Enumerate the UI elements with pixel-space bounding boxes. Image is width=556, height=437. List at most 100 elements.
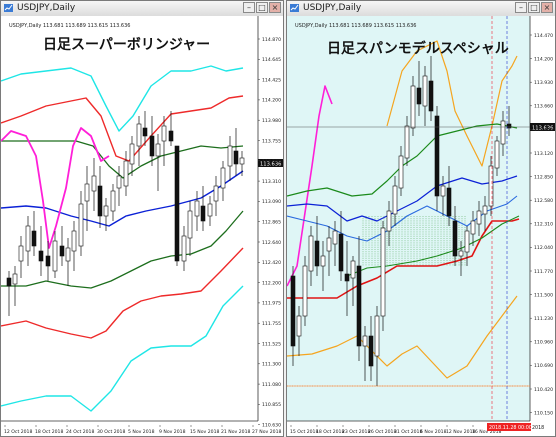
- date-tick-label: 23 Oct 2018: [342, 429, 370, 435]
- candlestick: [404, 116, 410, 166]
- price-tick-label: 113.980: [262, 118, 281, 124]
- candlestick: [239, 151, 245, 176]
- price-tick-label: 113.755: [262, 138, 281, 144]
- candlestick: [422, 66, 428, 126]
- candlestick: [500, 111, 506, 156]
- price-tick-label: 112.580: [534, 198, 553, 204]
- candlestick: [320, 241, 326, 291]
- candlestick: [6, 271, 12, 316]
- maximize-button[interactable]: □: [528, 2, 540, 13]
- candlestick: [290, 266, 296, 366]
- candlestick: [428, 56, 434, 121]
- price-tick-label: 114.200: [262, 98, 281, 104]
- right-ohlc-readout: 113.681 113.689 113.615 113.636: [329, 23, 416, 29]
- candlestick: [476, 201, 482, 236]
- candlestick: [45, 241, 51, 281]
- candlestick: [482, 196, 488, 231]
- date-tick-label: 9 Nov 2018: [159, 429, 186, 435]
- left-symbol-label: USDJPY,Daily: [9, 23, 41, 29]
- plus-1sigma-line: [1, 140, 244, 179]
- candlestick: [78, 191, 84, 256]
- price-tick-label: 113.310: [262, 179, 281, 185]
- price-tick-label: 111.230: [534, 316, 553, 322]
- candlestick: [38, 226, 44, 276]
- left-window-title: USDJPY,Daily: [17, 3, 76, 13]
- candlestick: [440, 176, 446, 216]
- chikou-span-line: [287, 85, 333, 287]
- svg-text:USDJPY,Daily 113.681 113.689 1: USDJPY,Daily 113.681 113.689 113.615 113…: [9, 23, 130, 29]
- chart-app-icon: [290, 4, 299, 12]
- date-tick-label: 15 Nov 2018: [190, 429, 219, 435]
- date-tick-label: 26 Oct 2018: [368, 429, 396, 435]
- price-tick-label: 111.525: [262, 341, 281, 347]
- minimize-button[interactable]: –: [243, 2, 255, 13]
- candlestick: [136, 116, 142, 166]
- left-ohlc-readout: 113.681 113.689 113.615 113.636: [43, 23, 130, 29]
- price-tick-label: 114.870: [262, 37, 281, 43]
- price-tick-label: 110.150: [534, 410, 553, 416]
- candlestick: [374, 306, 380, 386]
- maximize-button[interactable]: □: [256, 2, 268, 13]
- price-tick-label: 112.865: [262, 220, 281, 226]
- candlestick: [65, 238, 71, 286]
- price-tick-label: 110.690: [534, 363, 553, 369]
- price-tick-label: 114.645: [262, 57, 281, 63]
- candlestick: [149, 116, 155, 166]
- price-tick-label: 111.755: [262, 321, 281, 327]
- candlestick: [416, 61, 422, 116]
- price-tick-label: 110.855: [262, 402, 281, 408]
- right-chart-area[interactable]: USDJPY,Daily 113.681 113.689 113.615 113…: [287, 16, 555, 436]
- middle-band-line: [1, 170, 244, 227]
- candlestick: [410, 76, 416, 136]
- plus-2sigma-line: [1, 95, 244, 162]
- candlestick: [380, 221, 386, 331]
- svg-text:USDJPY,Daily 113.681 113.689 1: USDJPY,Daily 113.681 113.689 113.615 113…: [295, 23, 416, 29]
- left-window-titlebar[interactable]: USDJPY,Daily – □ ×: [1, 1, 283, 17]
- lagging-span-line: [1, 127, 110, 249]
- plus-3sigma-line: [1, 65, 244, 132]
- right-current-price-label: 113.636: [532, 126, 553, 132]
- candlestick: [71, 221, 77, 271]
- candlestick: [200, 186, 206, 231]
- price-tick-label: 112.850: [534, 174, 553, 180]
- candlestick: [168, 111, 174, 146]
- candlestick: [368, 316, 374, 381]
- right-chart-heading: 日足スパンモデルスペシャル: [327, 40, 509, 57]
- price-tick-label: 114.470: [534, 33, 553, 39]
- price-tick-label: 112.200: [262, 280, 281, 286]
- time-cursor-label-end: 2018: [532, 425, 544, 431]
- date-tick-label: 21 Nov 2018: [221, 429, 250, 435]
- right-window-titlebar[interactable]: USDJPY,Daily – □ ×: [287, 1, 555, 17]
- right-window-controls: – □ ×: [515, 2, 553, 13]
- candlestick: [207, 196, 213, 226]
- price-tick-label: 111.770: [534, 269, 553, 275]
- left-chart-window[interactable]: USDJPY,Daily – □ × USDJPY,Daily 113.681 …: [0, 0, 284, 437]
- left-chart-area[interactable]: USDJPY,Daily 113.681 113.689 113.615 113…: [1, 16, 283, 436]
- candlestick: [52, 231, 58, 278]
- candlestick: [84, 166, 90, 231]
- candlestick: [344, 241, 350, 316]
- right-chart-window[interactable]: USDJPY,Daily – □ × USDJPY,Daily 113.681 …: [286, 0, 556, 437]
- price-tick-label: 110.630: [262, 423, 281, 429]
- right-symbol-label: USDJPY,Daily: [295, 23, 327, 29]
- date-tick-label: 18 Oct 2018: [35, 429, 63, 435]
- close-button[interactable]: ×: [541, 2, 553, 13]
- candlestick: [392, 176, 398, 226]
- candlestick: [233, 128, 239, 176]
- candlestick: [213, 176, 219, 216]
- candlestick: [91, 158, 97, 211]
- minimize-button[interactable]: –: [515, 2, 527, 13]
- candlestick: [227, 136, 233, 181]
- candlestick: [398, 146, 404, 196]
- price-tick-label: 112.310: [534, 222, 553, 228]
- candlestick: [488, 156, 494, 216]
- date-tick-label: 6 Nov 2018: [420, 429, 447, 435]
- date-tick-label: 12 Oct 2018: [4, 429, 32, 435]
- candlestick: [31, 211, 37, 256]
- minus-2sigma-line: [1, 247, 244, 339]
- candlestick: [181, 226, 187, 271]
- close-button[interactable]: ×: [269, 2, 281, 13]
- price-tick-label: 111.975: [262, 301, 281, 307]
- date-tick-label: 12 Nov 2018: [446, 429, 475, 435]
